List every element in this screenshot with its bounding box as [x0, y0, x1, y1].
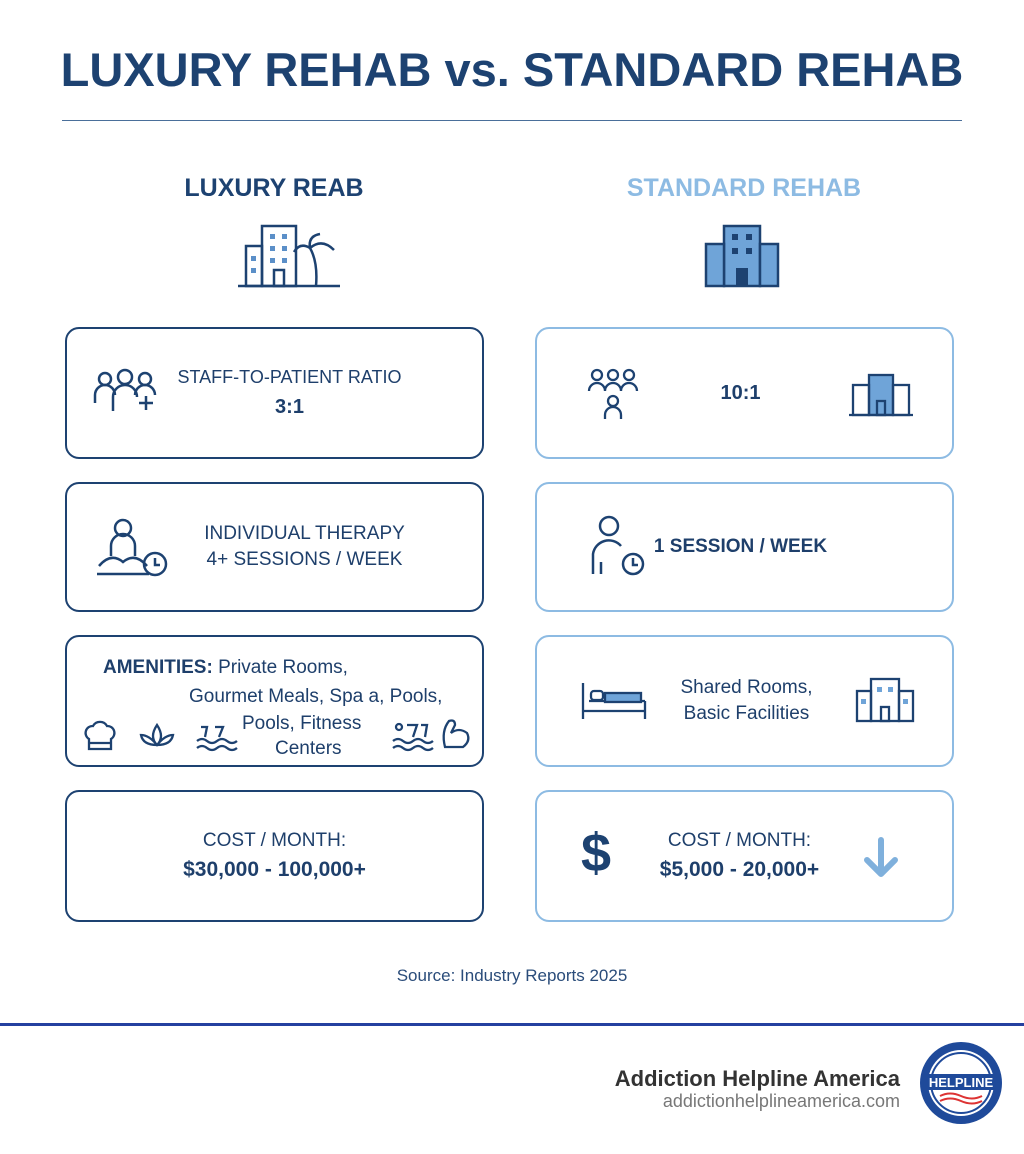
amenities-line3: Pools, Fitness [242, 713, 362, 734]
meditation-clock-icon [97, 518, 168, 577]
amenities-line2: Gourmet Meals, Spa a, Pools, [189, 686, 443, 707]
amenities-line1: Private Rooms, [218, 657, 348, 678]
building-icon [704, 224, 780, 288]
therapy-line2: 4+ SESSIONS / WEEK [206, 549, 403, 570]
amenities-label: AMENITIES: [103, 657, 213, 678]
luxury-therapy-card: INDIVIDUAL THERAPY 4+ SESSIONS / WEEK [65, 482, 484, 612]
bed-icon [581, 683, 647, 719]
footer-divider [0, 1023, 1024, 1026]
amenity-icons [84, 719, 470, 752]
building-icon [855, 677, 915, 723]
svg-text:HELPLINE: HELPLINE [929, 1075, 994, 1090]
lotus-icon [139, 722, 175, 747]
ratio-value: 3:1 [275, 396, 304, 418]
footer-brand: Addiction Helpline America [614, 1066, 900, 1091]
luxury-ratio-card: STAFF-TO-PATIENT RATIO 3:1 [65, 327, 484, 459]
pool-icon [196, 725, 238, 752]
divider [62, 120, 962, 121]
cost-label: COST / MONTH: [202, 830, 347, 851]
cost-value: $30,000 - 100,000+ [183, 858, 366, 881]
helpline-logo: HELPLINE [920, 1042, 1002, 1124]
people-group-icon [587, 368, 639, 419]
person-clock-icon [591, 515, 645, 576]
standard-ratio-card: 10:1 [535, 327, 954, 459]
standard-cost-card: $ COST / MONTH: $5,000 - 20,000+ [535, 790, 954, 922]
building-icon [849, 373, 913, 417]
arrow-down-icon [864, 837, 898, 877]
standard-rooms-card: Shared Rooms, Basic Facilities [535, 635, 954, 767]
cost-value: $5,000 - 20,000+ [659, 858, 820, 881]
amenities-line4: Centers [275, 738, 342, 759]
page-title: LUXURY REHAB vs. STANDARD REHAB [60, 43, 964, 96]
luxury-amenities-card: AMENITIES: Private Rooms, Gourmet Meals,… [65, 635, 484, 767]
ratio-label: STAFF-TO-PATIENT RATIO [177, 367, 402, 387]
luxury-heading: LUXURY REAB [184, 174, 364, 202]
standard-heading: STANDARD REHAB [626, 174, 862, 202]
building-palm-icon [238, 224, 340, 288]
staff-group-icon [93, 368, 157, 411]
ratio-value: 10:1 [720, 381, 761, 404]
swimmer-icon [392, 722, 434, 752]
chef-hat-icon [84, 720, 116, 751]
rooms-line2: Basic Facilities [683, 703, 810, 724]
cost-label: COST / MONTH: [667, 830, 812, 851]
rooms-line1: Shared Rooms, [680, 677, 813, 698]
luxury-cost-card: COST / MONTH: $30,000 - 100,000+ [65, 790, 484, 922]
therapy-value: 1 SESSION / WEEK [653, 536, 828, 557]
dollar-icon: $ [581, 823, 612, 883]
source-note: Source: Industry Reports 2025 [396, 966, 628, 985]
therapy-line1: INDIVIDUAL THERAPY [204, 523, 405, 544]
footer-url[interactable]: addictionhelplineamerica.com [662, 1091, 900, 1111]
standard-therapy-card: 1 SESSION / WEEK [535, 482, 954, 612]
muscle-icon [442, 719, 470, 749]
